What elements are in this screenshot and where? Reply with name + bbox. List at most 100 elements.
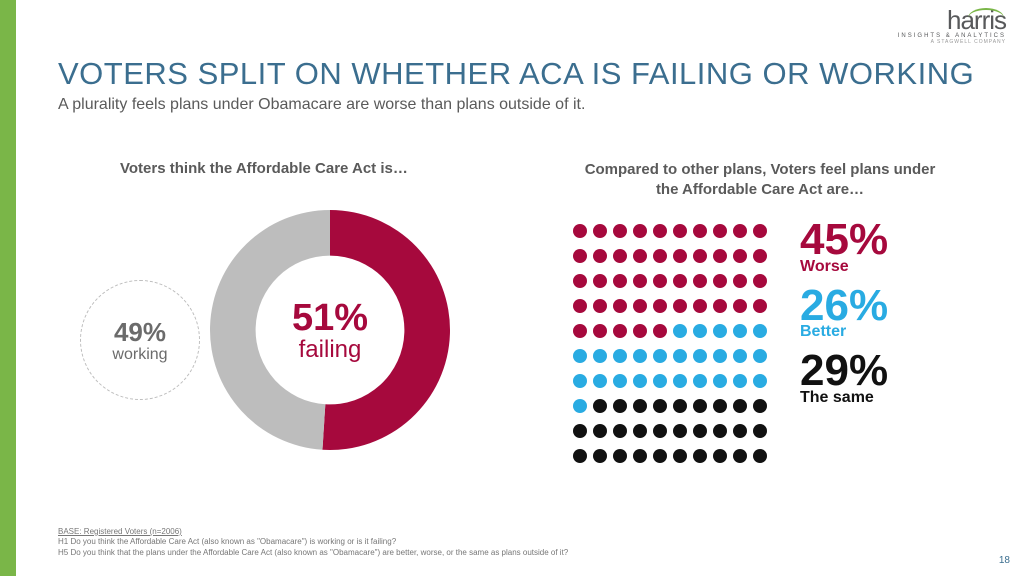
dot	[673, 424, 687, 438]
dot	[713, 424, 727, 438]
stat-worse-pct: 45%	[800, 220, 888, 260]
dot	[753, 274, 767, 288]
dot	[573, 249, 587, 263]
footnotes: BASE: Registered Voters (n=2006) H1 Do y…	[58, 527, 568, 558]
dot	[653, 274, 667, 288]
dot	[673, 349, 687, 363]
dot	[573, 349, 587, 363]
dot-matrix	[570, 218, 770, 468]
dot	[573, 324, 587, 338]
donut-chart: 51% failing	[200, 200, 460, 460]
dot	[673, 399, 687, 413]
dot	[633, 424, 647, 438]
dot	[693, 324, 707, 338]
dot	[613, 274, 627, 288]
dot	[613, 224, 627, 238]
dot	[633, 449, 647, 463]
dot	[673, 299, 687, 313]
dot	[733, 349, 747, 363]
dot	[613, 249, 627, 263]
dot	[573, 224, 587, 238]
dot	[753, 424, 767, 438]
dot	[733, 274, 747, 288]
dot	[653, 224, 667, 238]
dot	[653, 249, 667, 263]
stat-same-pct: 29%	[800, 351, 888, 391]
donut-callout: 49% working	[80, 280, 200, 400]
dot	[633, 224, 647, 238]
dot	[573, 374, 587, 388]
dot	[753, 249, 767, 263]
dot	[593, 399, 607, 413]
dot	[613, 299, 627, 313]
stat-same: 29% The same	[800, 351, 888, 407]
dot	[673, 274, 687, 288]
stat-worse: 45% Worse	[800, 220, 888, 276]
dot	[633, 249, 647, 263]
donut-title: Voters think the Affordable Care Act is…	[120, 160, 408, 177]
dot	[613, 424, 627, 438]
dot	[713, 349, 727, 363]
dot	[593, 249, 607, 263]
dot	[673, 249, 687, 263]
dot	[693, 399, 707, 413]
dot	[653, 349, 667, 363]
dot	[653, 299, 667, 313]
dot	[713, 374, 727, 388]
dot	[713, 399, 727, 413]
dot	[613, 349, 627, 363]
dot	[753, 299, 767, 313]
dot	[673, 449, 687, 463]
dot	[753, 349, 767, 363]
dot	[693, 249, 707, 263]
dot	[713, 249, 727, 263]
page-number: 18	[999, 555, 1010, 566]
dot	[573, 274, 587, 288]
stat-better: 26% Better	[800, 286, 888, 342]
slide: harris INSIGHTS & ANALYTICS A STAGWELL C…	[0, 0, 1024, 576]
dot	[633, 299, 647, 313]
dot	[733, 449, 747, 463]
dot	[593, 449, 607, 463]
dot	[673, 224, 687, 238]
stat-better-pct: 26%	[800, 286, 888, 326]
dot	[693, 374, 707, 388]
footnote-base: BASE: Registered Voters (n=2006)	[58, 527, 568, 537]
footnote-q1: H1 Do you think the Affordable Care Act …	[58, 537, 568, 547]
dot	[593, 349, 607, 363]
dot	[713, 224, 727, 238]
dot	[733, 224, 747, 238]
dot	[633, 324, 647, 338]
dot	[653, 374, 667, 388]
dot	[693, 274, 707, 288]
dot	[733, 324, 747, 338]
dot	[733, 424, 747, 438]
logo-line2: A STAGWELL COMPANY	[898, 39, 1006, 45]
dot	[713, 274, 727, 288]
dot	[713, 449, 727, 463]
dot	[633, 374, 647, 388]
dot	[693, 449, 707, 463]
dot	[653, 424, 667, 438]
logo-line1: INSIGHTS & ANALYTICS	[898, 33, 1006, 39]
dot	[613, 399, 627, 413]
page-title: VOTERS SPLIT ON WHETHER ACA IS FAILING O…	[58, 56, 974, 92]
dot	[613, 374, 627, 388]
dot	[653, 324, 667, 338]
dot	[633, 274, 647, 288]
dot	[733, 299, 747, 313]
dot	[653, 449, 667, 463]
accent-bar	[0, 0, 16, 576]
page-subtitle: A plurality feels plans under Obamacare …	[58, 96, 585, 114]
dot	[693, 299, 707, 313]
dot	[693, 349, 707, 363]
dot	[733, 374, 747, 388]
footnote-q2: H5 Do you think that the plans under the…	[58, 548, 568, 558]
dot	[593, 224, 607, 238]
dot	[573, 449, 587, 463]
dot	[593, 374, 607, 388]
dot	[573, 299, 587, 313]
dot	[633, 399, 647, 413]
dot	[753, 399, 767, 413]
callout-value: 49%	[114, 317, 166, 348]
